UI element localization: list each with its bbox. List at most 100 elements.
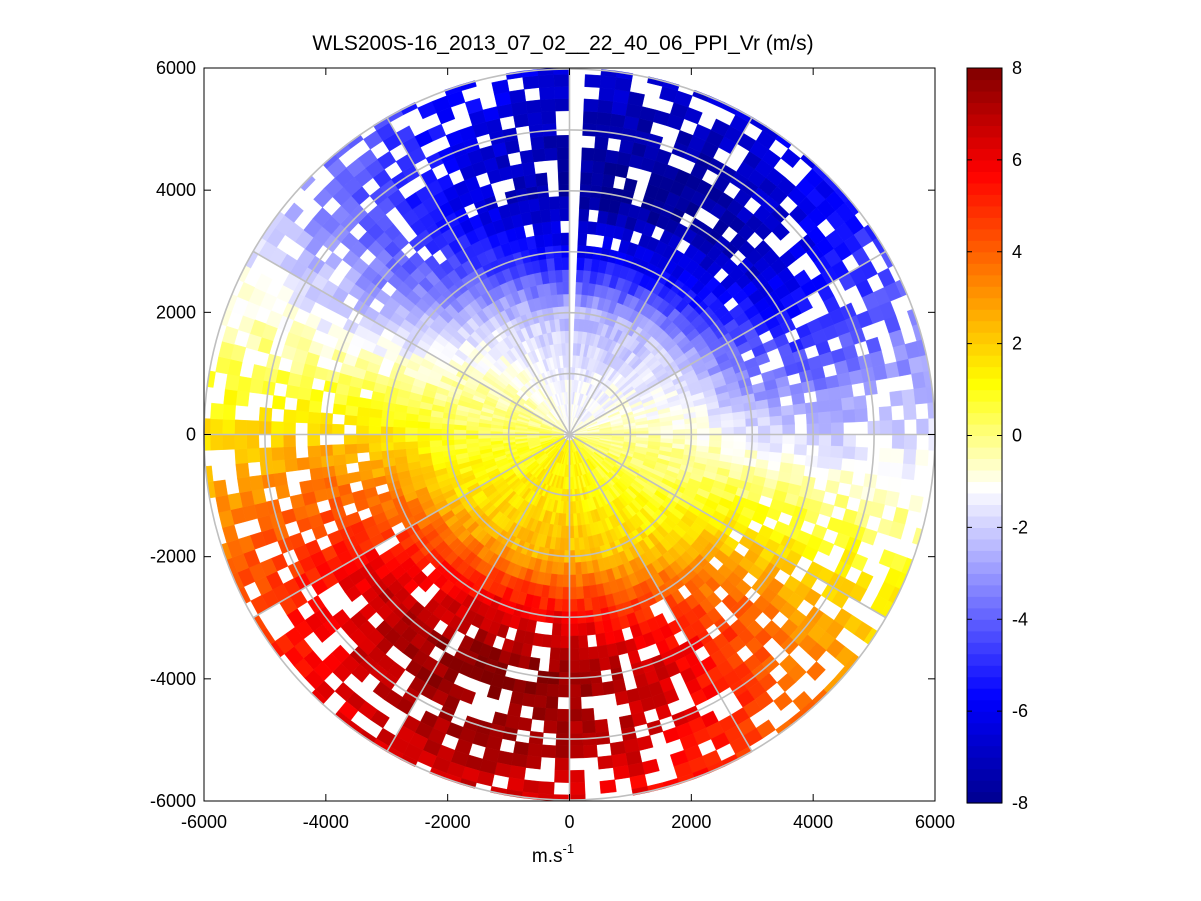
velocity-cell xyxy=(824,479,840,495)
velocity-cell xyxy=(583,597,593,612)
colorbar-segment xyxy=(967,722,1002,735)
velocity-cell xyxy=(429,434,442,441)
velocity-cell xyxy=(554,269,564,283)
y-tick-label: -4000 xyxy=(150,669,196,689)
velocity-cell xyxy=(732,411,746,421)
velocity-cell xyxy=(817,539,835,557)
velocity-cell xyxy=(283,409,297,423)
velocity-cell xyxy=(578,647,590,661)
velocity-cell xyxy=(270,434,284,448)
colorbar-segment xyxy=(967,607,1002,620)
velocity-cell xyxy=(771,222,790,241)
velocity-cell xyxy=(757,442,771,453)
velocity-cell xyxy=(343,434,357,445)
velocity-cell xyxy=(597,644,609,659)
colorbar-segment xyxy=(967,446,1002,460)
velocity-cell xyxy=(582,585,592,600)
colorbar-segment xyxy=(967,584,1002,597)
velocity-cell xyxy=(841,458,855,473)
velocity-cell xyxy=(697,434,710,441)
velocity-cell xyxy=(249,378,264,395)
velocity-cell xyxy=(556,721,570,735)
velocity-cell xyxy=(508,89,527,104)
x-tick-label: 6000 xyxy=(915,812,955,832)
velocity-cell xyxy=(614,690,630,706)
velocity-cell xyxy=(549,282,558,296)
velocity-cell xyxy=(782,424,796,435)
velocity-cell xyxy=(561,599,570,612)
velocity-cell xyxy=(509,163,525,179)
velocity-cell xyxy=(557,684,570,698)
velocity-cell xyxy=(246,447,261,463)
velocity-cell xyxy=(830,410,844,424)
velocity-cell xyxy=(296,457,311,471)
velocity-cell xyxy=(580,159,594,174)
velocity-cell xyxy=(782,434,796,445)
velocity-cell xyxy=(234,434,248,450)
colorbar-segment xyxy=(967,68,1002,81)
velocity-cell xyxy=(553,73,570,87)
colorbar-segment xyxy=(967,573,1002,586)
velocity-cell xyxy=(517,716,533,732)
colorbar-segment xyxy=(967,102,1002,115)
velocity-cell xyxy=(793,444,808,456)
velocity-cell xyxy=(368,450,383,462)
colorbar-tick-label: -8 xyxy=(1012,793,1028,813)
velocity-cell xyxy=(299,479,315,495)
velocity-cell xyxy=(308,456,323,470)
velocity-cell xyxy=(792,403,807,416)
colorbar-segment xyxy=(967,596,1002,609)
colorbar-segment xyxy=(967,676,1002,689)
velocity-cell xyxy=(556,134,570,148)
velocity-cell xyxy=(875,474,890,491)
velocity-cell xyxy=(627,91,645,107)
velocity-cell xyxy=(308,399,323,413)
velocity-cell xyxy=(580,171,593,186)
velocity-cell xyxy=(297,386,312,401)
colorbar-segment xyxy=(967,504,1002,517)
velocity-cell xyxy=(888,521,906,540)
velocity-cell xyxy=(234,419,248,435)
velocity-cell xyxy=(541,110,557,125)
velocity-cell xyxy=(828,457,843,471)
velocity-cell xyxy=(903,448,917,466)
colorbar-segment xyxy=(967,401,1002,414)
velocity-cell xyxy=(884,490,900,508)
velocity-cell xyxy=(562,574,570,588)
velocity-cell xyxy=(721,434,735,442)
colorbar-segment xyxy=(967,768,1002,781)
velocity-cell xyxy=(344,443,358,455)
velocity-cell xyxy=(818,434,832,447)
velocity-cell xyxy=(582,110,598,125)
x-axis-label-exponent: -1 xyxy=(563,841,575,856)
velocity-cell xyxy=(559,208,570,222)
velocity-cell xyxy=(558,660,570,673)
azimuth-spoke xyxy=(569,433,887,619)
colorbar-tick-label: -4 xyxy=(1012,609,1028,629)
velocity-cell xyxy=(791,392,806,406)
velocity-cell xyxy=(237,375,252,393)
colorbar-segment xyxy=(967,332,1002,345)
colorbar-segment xyxy=(967,527,1002,540)
velocity-cell xyxy=(209,418,223,435)
velocity-cell xyxy=(827,386,842,401)
velocity-cell xyxy=(307,434,321,447)
velocity-cell xyxy=(818,411,832,424)
velocity-cell xyxy=(540,98,556,113)
velocity-cell xyxy=(404,419,419,429)
velocity-cell xyxy=(601,680,616,696)
colorbar-segment xyxy=(967,688,1002,701)
colorbar-segment xyxy=(967,515,1002,528)
colorbar-segment xyxy=(967,136,1002,149)
azimuth-spoke xyxy=(252,433,570,619)
velocity-cell xyxy=(576,257,586,271)
velocity-cell xyxy=(392,441,406,451)
velocity-cell xyxy=(768,406,783,418)
velocity-cell xyxy=(842,446,856,460)
velocity-cell xyxy=(417,446,431,455)
velocity-cell xyxy=(559,318,566,332)
velocity-cell xyxy=(794,434,808,446)
colorbar-gradient xyxy=(967,68,1002,804)
velocity-cell xyxy=(599,75,617,90)
velocity-cell xyxy=(560,330,566,344)
